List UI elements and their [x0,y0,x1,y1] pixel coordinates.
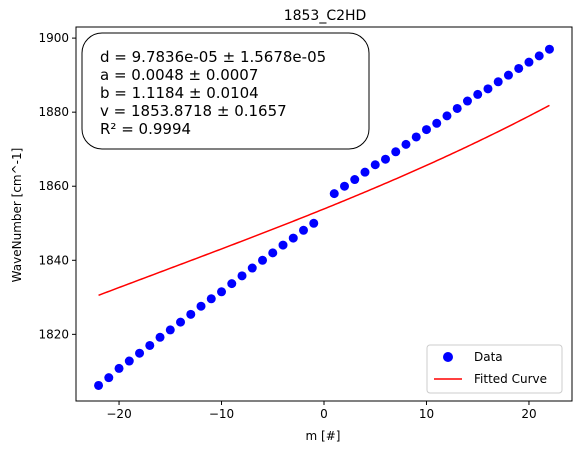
data-point [94,380,104,390]
chart-title: 1853_C2HD [284,8,367,24]
data-point [268,248,278,258]
data-point [524,57,534,67]
y-tick-label: 1880 [38,105,69,119]
data-point [104,373,114,383]
x-tick-label: 0 [320,407,328,421]
data-point [360,167,370,177]
data-point [350,175,360,185]
x-tick-label: −10 [209,407,234,421]
stat-b: b = 1.1184 ± 0.0104 [100,84,259,102]
data-point [432,118,442,128]
data-point [503,70,513,80]
data-point [483,84,493,94]
legend-data-label: Data [474,350,503,364]
data-point [309,218,319,228]
data-point [391,147,401,157]
y-tick-label: 1820 [38,327,69,341]
data-point [340,181,349,191]
data-point [155,332,165,342]
data-point [452,103,462,113]
data-point [421,125,431,135]
data-point [462,96,472,106]
y-axis-title: WaveNumber [cm^-1] [10,148,24,283]
data-point [145,340,155,350]
stat-d: d = 9.7836e-05 ± 1.5678e-05 [100,48,326,66]
legend-frame [426,344,563,394]
data-point [288,233,298,243]
data-point [165,325,175,335]
fit-curve-line [98,104,550,296]
data-point [544,44,554,54]
data-point [380,154,390,164]
data-point [247,263,257,273]
y-tick-label: 1860 [38,179,69,193]
y-tick-label: 1900 [38,31,69,45]
data-point [217,287,227,297]
data-point [370,160,380,170]
data-point [196,301,206,311]
x-tick-label: −20 [106,407,131,421]
data-point [534,51,544,61]
legend-fit-label: Fitted Curve [474,372,547,386]
data-point [473,89,483,99]
data-point [411,132,421,142]
stat-v: v = 1853.8718 ± 0.1657 [100,102,287,120]
data-point [227,279,237,289]
fit-statistics-box: d = 9.7836e-05 ± 1.5678e-05 a = 0.0048 ±… [81,32,370,150]
data-point [186,309,196,319]
stat-r-squared: R² = 0.9994 [100,120,191,138]
x-axis-title: m [#] [306,429,341,443]
data-point [278,240,288,250]
x-tick-label: 10 [419,407,434,421]
data-point [124,356,134,366]
y-tick-label: 1840 [38,253,69,267]
data-point [114,363,124,373]
legend-data-marker [443,352,453,362]
data-point [206,294,216,304]
data-point [493,77,503,87]
data-point [299,225,308,235]
data-point [237,271,247,281]
data-point [176,317,186,327]
x-tick-label: 20 [521,407,536,421]
data-point [329,189,339,199]
fit-statistics-frame [81,32,370,150]
data-point [135,348,145,358]
stat-a: a = 0.0048 ± 0.0007 [100,66,258,84]
legend: Data Fitted Curve [426,344,563,394]
data-point [442,111,452,121]
data-point [514,63,524,73]
data-point [258,255,268,265]
data-point [401,139,411,149]
